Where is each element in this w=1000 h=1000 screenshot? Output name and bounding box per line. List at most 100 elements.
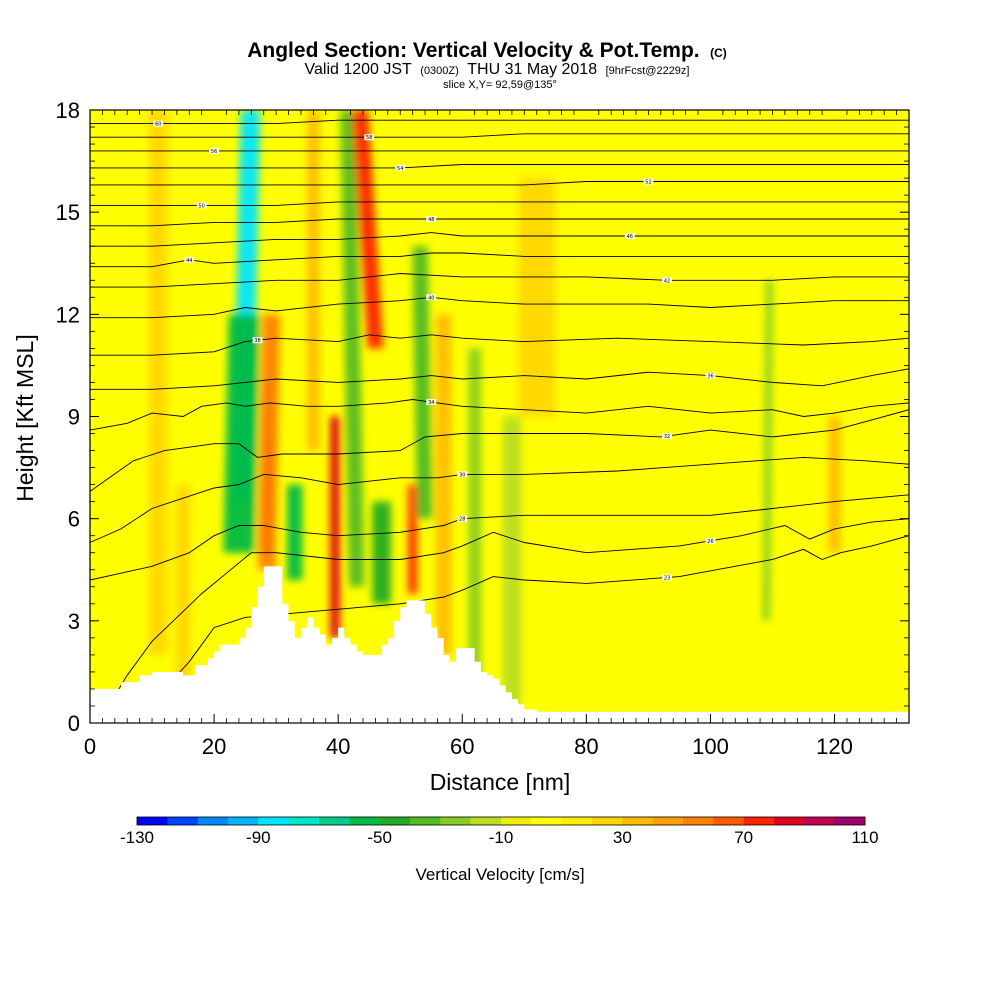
colorbar-tick-label: -50 — [367, 828, 392, 847]
colorbar-frame — [136, 816, 866, 826]
contour-label-box — [662, 277, 673, 284]
velocity-cell — [340, 110, 365, 587]
contour-label: 46 — [627, 234, 633, 240]
theta-contour-line — [90, 181, 909, 186]
velocity-cell — [407, 484, 418, 594]
colorbar-swatch — [743, 817, 775, 825]
contour-label-box — [364, 134, 375, 141]
contour-label: 42 — [664, 278, 670, 284]
velocity-cell — [518, 178, 556, 417]
colorbar-tick-label: 30 — [613, 828, 632, 847]
contour-label-box — [426, 294, 437, 301]
y-tick-label: 6 — [68, 507, 80, 532]
x-tick-label: 120 — [816, 734, 853, 759]
colorbar-swatch — [834, 817, 866, 825]
colorbar-tick-label: -90 — [246, 828, 271, 847]
colorbar-swatch — [258, 817, 289, 825]
contour-label: 44 — [186, 258, 192, 264]
contour-label: 52 — [645, 180, 651, 186]
contour-label: 23 — [664, 575, 670, 581]
theta-contour-line — [90, 218, 909, 227]
x-tick-label: 0 — [84, 734, 96, 759]
contour-label-box — [662, 574, 673, 581]
theta-contour-line — [90, 273, 909, 288]
colorbar-swatch — [683, 817, 714, 825]
colorbar-swatch — [137, 817, 168, 825]
contour-label: 56 — [211, 149, 217, 155]
colorbar-swatch — [592, 817, 623, 825]
contour-label-box — [662, 433, 673, 440]
contour-label-box — [705, 372, 716, 379]
contour-label: 30 — [459, 472, 465, 478]
y-tick-label: 3 — [68, 609, 80, 634]
colorbar-tick-label: 110 — [851, 828, 878, 847]
colorbar-swatch — [561, 817, 593, 825]
velocity-cell — [502, 416, 522, 706]
contour-label-box — [643, 178, 654, 185]
contour-label: 50 — [198, 203, 204, 209]
contour-label-box — [209, 147, 220, 154]
colorbar-swatch — [622, 817, 653, 825]
contour-label-box — [457, 515, 468, 522]
contour-label: 54 — [397, 166, 403, 172]
colorbar-swatch — [410, 817, 441, 825]
contour-label: 58 — [366, 135, 372, 141]
contour-label: 60 — [155, 122, 161, 128]
velocity-cell — [330, 416, 341, 638]
velocity-cell — [828, 416, 841, 553]
contour-label: 40 — [428, 295, 434, 301]
velocity-cell — [435, 314, 452, 655]
theta-contour-line — [90, 119, 909, 125]
contour-label-box — [196, 202, 207, 209]
colorbar-ticks: -130 -90 -50 -10 30 70 110 — [120, 828, 879, 847]
colorbar-swatch — [167, 817, 198, 825]
contour-label: 36 — [707, 374, 713, 380]
colorbar-swatch — [652, 817, 684, 825]
contour-label-box — [705, 537, 716, 544]
x-tick-label: 60 — [450, 734, 474, 759]
y-tick-label: 18 — [56, 98, 80, 123]
contour-label: 26 — [707, 539, 713, 545]
colorbar-swatch — [774, 817, 805, 825]
theta-contour-line — [90, 232, 909, 247]
colorbar-swatch — [349, 817, 380, 825]
x-axis-label: Distance [nm] — [430, 769, 571, 795]
colorbar-swatch — [470, 817, 502, 825]
colorbar-tick-label: 70 — [734, 828, 753, 847]
contour-label: 48 — [428, 217, 434, 223]
theta-contour-line — [90, 252, 909, 268]
theta-contour-line — [90, 494, 909, 581]
colorbar-swatch — [501, 817, 532, 825]
contour-label: 34 — [428, 400, 434, 406]
contour-label-box — [624, 233, 635, 240]
y-tick-label: 9 — [68, 405, 80, 430]
x-tick-label: 40 — [326, 734, 350, 759]
chart-title: Angled Section: Vertical Velocity & Pot.… — [247, 39, 727, 62]
theta-contour-line — [90, 133, 909, 138]
colorbar-swatch — [288, 817, 320, 825]
terrain-mask — [90, 566, 909, 723]
contour-label-box — [252, 337, 263, 344]
colorbar-swatch — [319, 817, 350, 825]
contour-label: 28 — [459, 517, 465, 523]
theta-contour-line — [90, 334, 909, 356]
theta-contour-line — [90, 164, 909, 169]
contour-label-box — [153, 120, 164, 127]
colorbar — [136, 816, 866, 826]
x-tick-label: 80 — [574, 734, 598, 759]
velocity-cell — [258, 314, 281, 570]
theta-contour-line — [90, 399, 909, 431]
colorbar-swatch — [379, 817, 411, 825]
slice-caption: slice X,Y= 92,59@135° — [443, 79, 557, 91]
velocity-cell — [148, 110, 168, 655]
velocity-cell — [412, 246, 433, 519]
y-tick-label: 15 — [56, 200, 80, 225]
colorbar-swatch — [713, 817, 744, 825]
x-tick-label: 20 — [202, 734, 226, 759]
colorbar-swatch — [531, 817, 562, 825]
theta-contour-line — [108, 518, 909, 707]
contour-label-box — [457, 471, 468, 478]
colorbar-swatch — [804, 817, 835, 825]
velocity-cell — [175, 484, 191, 689]
theta-contour-line — [90, 368, 909, 390]
